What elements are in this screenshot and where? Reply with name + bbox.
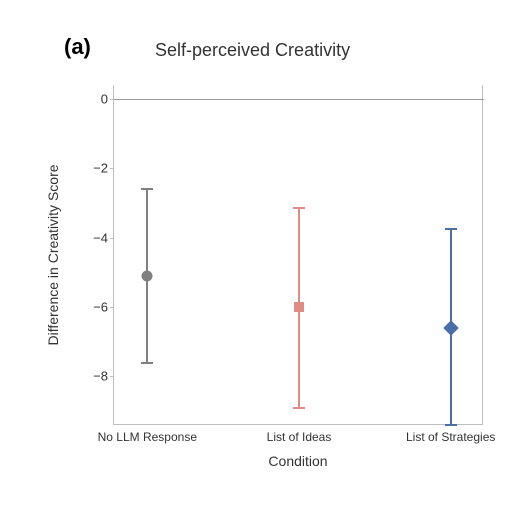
x-axis-label: Condition <box>268 453 327 469</box>
plot-area: 0−2−4−6−8No LLM ResponseList of IdeasLis… <box>113 85 483 425</box>
y-axis-label: Difference in Creativity Score <box>45 164 61 345</box>
panel-label: (a) <box>64 34 91 60</box>
y-tick-mark <box>110 376 114 377</box>
errorbar-cap <box>141 362 153 364</box>
zero-reference-line <box>114 99 484 100</box>
chart-figure: { "panel": { "label": "(a)", "label_font… <box>0 0 524 524</box>
x-tick-label: List of Ideas <box>267 424 332 444</box>
y-tick-mark <box>110 238 114 239</box>
data-marker <box>294 302 304 312</box>
errorbar-cap <box>445 424 457 426</box>
data-marker <box>443 320 459 336</box>
y-tick-mark <box>110 307 114 308</box>
errorbar-cap <box>293 407 305 409</box>
y-tick-mark <box>110 99 114 100</box>
chart-title: Self-perceived Creativity <box>155 40 350 61</box>
errorbar-cap <box>141 188 153 190</box>
x-tick-label: List of Strategies <box>406 424 495 444</box>
x-tick-label: No LLM Response <box>98 424 197 444</box>
errorbar-cap <box>293 207 305 209</box>
y-tick-mark <box>110 168 114 169</box>
data-marker <box>142 270 153 281</box>
errorbar-cap <box>445 228 457 230</box>
